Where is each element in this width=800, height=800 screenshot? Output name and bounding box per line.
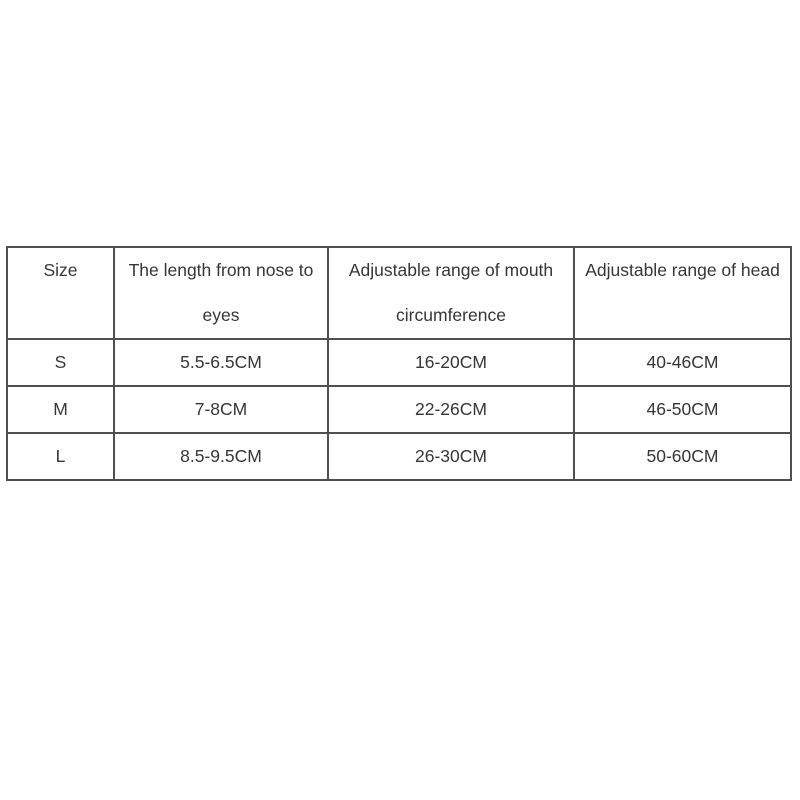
- cell-nose-to-eyes: 7-8CM: [113, 385, 329, 434]
- cell-size: S: [6, 338, 115, 387]
- cell-mouth-circumference: 16-20CM: [327, 338, 575, 387]
- header-cell-size: Size: [6, 246, 115, 340]
- header-cell-nose-to-eyes: The length from nose to eyes: [113, 246, 329, 340]
- header-cell-mouth-circumference: Adjustable range of mouth circumference: [327, 246, 575, 340]
- cell-nose-to-eyes: 5.5-6.5CM: [113, 338, 329, 387]
- size-chart-table: Size The length from nose to eyes Adjust…: [6, 246, 792, 481]
- table-row-size-m: M 7-8CM 22-26CM 46-50CM: [6, 385, 792, 434]
- table-row-size-s: S 5.5-6.5CM 16-20CM 40-46CM: [6, 338, 792, 387]
- cell-mouth-circumference: 26-30CM: [327, 432, 575, 481]
- table-row-size-l: L 8.5-9.5CM 26-30CM 50-60CM: [6, 432, 792, 481]
- header-cell-head-circumference: Adjustable range of head: [573, 246, 792, 340]
- cell-size: L: [6, 432, 115, 481]
- header-row: Size The length from nose to eyes Adjust…: [6, 246, 792, 340]
- cell-mouth-circumference: 22-26CM: [327, 385, 575, 434]
- size-chart-table-container: Size The length from nose to eyes Adjust…: [6, 246, 792, 481]
- cell-head-circumference: 50-60CM: [573, 432, 792, 481]
- cell-head-circumference: 40-46CM: [573, 338, 792, 387]
- cell-head-circumference: 46-50CM: [573, 385, 792, 434]
- cell-size: M: [6, 385, 115, 434]
- cell-nose-to-eyes: 8.5-9.5CM: [113, 432, 329, 481]
